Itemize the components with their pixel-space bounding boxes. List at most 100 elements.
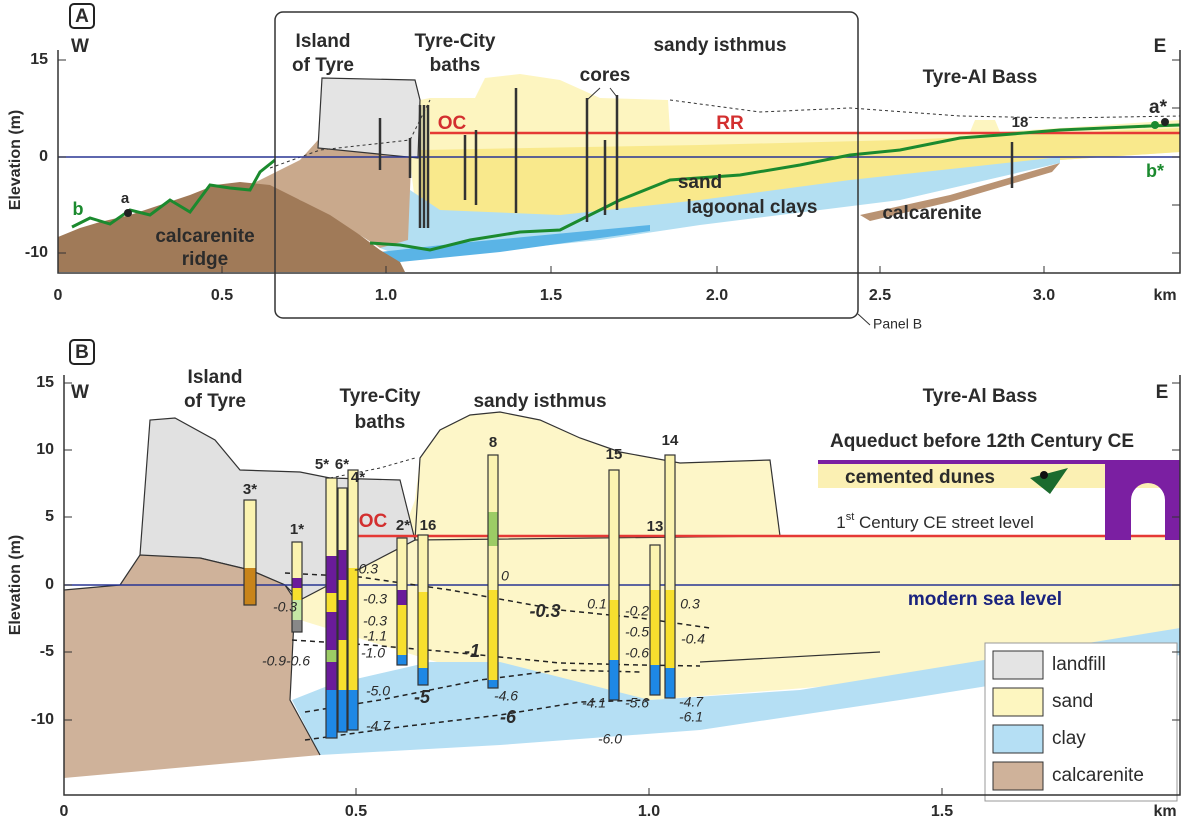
core-segment <box>397 655 407 665</box>
landfill <box>318 78 420 158</box>
core-value: -4.7 <box>679 694 704 710</box>
y-axis-label: Elevation (m) <box>7 535 24 635</box>
label: baths <box>355 412 406 433</box>
core-value: -0.6 <box>286 653 310 669</box>
label: W <box>71 382 89 403</box>
x-tick-label: 1.5 <box>540 287 562 304</box>
dune-dot <box>1040 471 1048 479</box>
core-label: 2* <box>396 517 410 534</box>
y-tick-label: -10 <box>25 244 48 261</box>
core-label: 13 <box>647 518 664 535</box>
legend-swatch <box>993 651 1043 679</box>
core-segment <box>292 620 302 632</box>
core-segment <box>326 650 337 662</box>
street-text: Century CE street level <box>854 513 1034 532</box>
core-segment <box>665 590 675 668</box>
label: E <box>1154 36 1167 57</box>
core-segment <box>292 578 302 588</box>
core-value: 0.3 <box>680 596 700 612</box>
core-label: 16 <box>420 517 437 534</box>
x-tick-label: 1.5 <box>931 803 953 820</box>
label: Tyre-City <box>415 31 496 52</box>
y-tick-label: 15 <box>36 374 54 391</box>
core-value: -5.6 <box>625 695 649 711</box>
core-segment <box>397 590 407 605</box>
badge: A <box>75 6 89 27</box>
core-segment <box>650 590 660 665</box>
point-a-star <box>1161 118 1169 126</box>
label: baths <box>430 55 481 76</box>
core-value: -0.3 <box>354 561 378 577</box>
core-segment <box>665 455 675 590</box>
point-a <box>124 209 132 217</box>
label: a <box>121 190 130 207</box>
core-label: 1* <box>290 521 304 538</box>
x-tick-label: 2.0 <box>706 287 728 304</box>
y-tick-label: 0 <box>39 148 48 165</box>
core-value: -1.0 <box>361 645 385 661</box>
core-label: 15 <box>606 446 623 463</box>
x-tick-label: 2.5 <box>869 287 891 304</box>
core-segment <box>348 690 358 730</box>
label: Tyre-City <box>340 386 421 407</box>
x-tick-label: 0 <box>54 287 63 304</box>
box-label: Panel B <box>873 316 922 332</box>
legend-label: clay <box>1052 728 1086 749</box>
y-tick-label: 0 <box>45 576 54 593</box>
core-value: -4.1 <box>582 695 606 711</box>
core-segment <box>326 662 337 690</box>
label: sandy isthmus <box>473 391 606 412</box>
contour-label: -1 <box>464 641 480 661</box>
core-value: 0.1 <box>587 596 606 612</box>
core-segment <box>418 592 428 668</box>
core-value: -1.1 <box>363 628 387 644</box>
legend-swatch <box>993 688 1043 716</box>
contour-label: -6 <box>500 707 517 727</box>
street-level-label: 1st Century CE street level <box>836 511 1034 533</box>
core-segment <box>397 605 407 655</box>
core-value: -4.7 <box>366 718 391 734</box>
label: OC <box>359 511 388 532</box>
core-value: -0.3 <box>363 591 387 607</box>
core-segment <box>488 590 498 680</box>
x-tick-label: 3.0 <box>1033 287 1055 304</box>
core-label: 14 <box>662 432 679 449</box>
legend-label: sand <box>1052 691 1093 712</box>
core-label: 3* <box>243 481 257 498</box>
label: Island <box>188 367 243 388</box>
label: RR <box>716 113 744 134</box>
core-segment <box>244 500 256 568</box>
x-tick-label: 1.0 <box>638 803 660 820</box>
core-segment <box>326 690 337 738</box>
core-value: -0.3 <box>273 599 297 615</box>
label: W <box>71 36 89 57</box>
label: 18 <box>1012 114 1029 131</box>
y-tick-label: 5 <box>45 508 54 525</box>
label: calcarenite <box>882 203 981 224</box>
label: b <box>73 199 84 219</box>
core-value: -0.9 <box>262 653 286 669</box>
core-segment <box>609 470 619 600</box>
core-segment <box>326 593 337 612</box>
core-segment <box>488 455 498 512</box>
label: Island <box>296 31 351 52</box>
core-label: 8 <box>489 434 497 451</box>
x-tick-label: 0.5 <box>211 287 233 304</box>
core-segment <box>338 600 347 640</box>
core-segment <box>338 550 347 580</box>
street-suffix: st <box>846 511 855 523</box>
core-segment <box>338 580 347 600</box>
label: b* <box>1146 161 1164 181</box>
core-segment <box>665 668 675 698</box>
core-segment <box>338 690 347 732</box>
core-segment <box>326 556 337 593</box>
core-segment <box>326 478 337 556</box>
label: calcarenite <box>155 226 254 247</box>
label: of Tyre <box>292 55 354 76</box>
label: lagoonal clays <box>687 197 818 218</box>
core-label: 6* <box>335 456 349 473</box>
core-segment <box>244 568 256 605</box>
core-value: -4.6 <box>494 688 518 704</box>
core-value: -0.4 <box>681 631 705 647</box>
core-value: -6.0 <box>598 731 622 747</box>
